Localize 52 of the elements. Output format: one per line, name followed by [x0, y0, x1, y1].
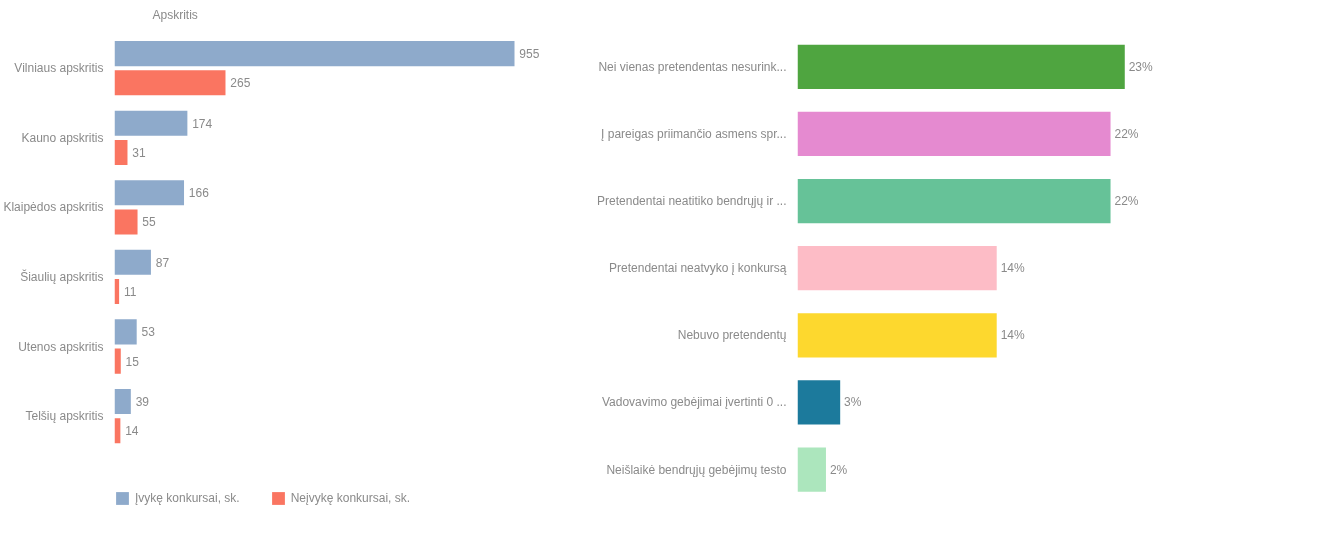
data-label: 23%: [1128, 59, 1154, 74]
y-tick-label: Nebuvo pretendentų: [677, 328, 787, 343]
bar: [114, 319, 137, 345]
bar: [797, 447, 826, 492]
bar: [114, 388, 131, 414]
bar: [114, 139, 128, 165]
bar: [797, 44, 1125, 89]
data-label: 11: [123, 285, 137, 300]
y-tick-label: Nei vienas pretendentas nesurink...: [598, 59, 787, 74]
y-axis-title: Apskritis: [152, 7, 198, 22]
bar: [797, 111, 1111, 157]
bar: [114, 348, 121, 374]
data-label: 14: [125, 424, 139, 439]
y-tick-label: Klaipėdos apskritis: [3, 200, 104, 215]
bar: [114, 110, 188, 136]
data-label: 174: [192, 116, 213, 131]
bar: [114, 209, 138, 235]
data-label: 39: [135, 394, 150, 409]
y-tick-label: Vadovavimo gebėjimai įvertinti 0 ...: [601, 395, 787, 410]
y-tick-label: Telšių apskritis: [25, 409, 104, 424]
data-label: 14%: [1000, 261, 1025, 276]
bar: [797, 246, 997, 291]
y-tick-label: Pretendentai neatvyko į konkursą: [609, 261, 787, 276]
bar: [114, 41, 515, 67]
data-label: 87: [155, 255, 170, 270]
data-label: 265: [230, 76, 251, 91]
bar: [797, 178, 1111, 224]
data-label: 22%: [1114, 194, 1139, 209]
data-label: 166: [188, 186, 210, 201]
y-tick-label: Kauno apskritis: [21, 130, 104, 145]
legend-label: Neįvykę konkursai, sk.: [290, 491, 411, 505]
y-tick-label: Į pareigas priimančio asmens spr...: [601, 126, 787, 141]
bar: [797, 380, 841, 425]
bar: [114, 180, 185, 206]
y-tick-label: Vilniaus apskritis: [14, 61, 104, 76]
bar: [114, 249, 151, 275]
data-label: 53: [141, 325, 156, 340]
data-label: 3%: [844, 395, 862, 410]
data-label: 31: [132, 145, 146, 160]
data-label: 22%: [1114, 126, 1139, 141]
data-label: 2%: [829, 462, 848, 477]
bar: [797, 313, 997, 358]
bar: [114, 70, 226, 96]
y-tick-label: Neišlaikė bendrųjų gebėjimų testo: [606, 462, 787, 477]
y-tick-label: Šiaulių apskritis: [20, 268, 104, 284]
data-label: 55: [142, 215, 157, 230]
y-tick-label: Pretendentai neatitiko bendrųjų ir ...: [597, 194, 787, 209]
legend-label: Įvykę konkursai, sk.: [135, 491, 240, 505]
data-label: 15: [125, 354, 140, 369]
data-label: 955: [519, 47, 540, 62]
y-tick-label: Utenos apskritis: [18, 339, 104, 354]
data-label: 14%: [1000, 328, 1025, 343]
